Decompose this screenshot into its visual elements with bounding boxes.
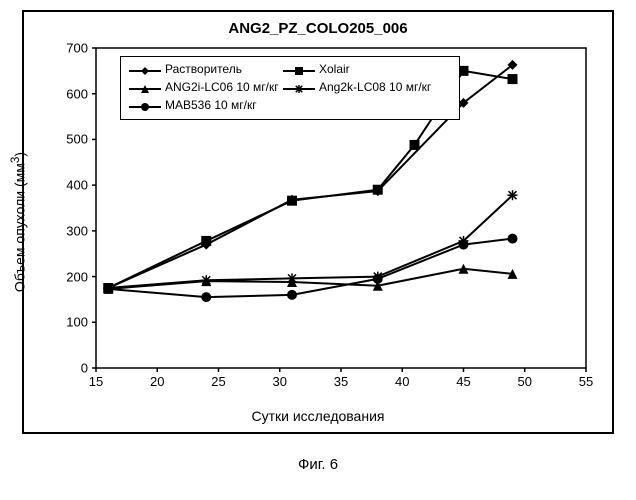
x-tick-label: 35 (334, 374, 348, 389)
x-tick-label: 30 (273, 374, 287, 389)
y-tick-label: 400 (66, 178, 88, 193)
y-axis-label: Объем опухоли (мм3) (9, 152, 28, 292)
legend-marker-icon (129, 83, 161, 95)
x-tick-label: 45 (456, 374, 470, 389)
y-tick-label: 500 (66, 132, 88, 147)
x-tick-label: 25 (211, 374, 225, 389)
legend-label: Xolair (319, 63, 350, 76)
y-tick-label: 700 (66, 41, 88, 56)
legend-row: ANG2i-LC06 10 мг/кг Ang2k-LC08 10 мг/кг (127, 79, 453, 97)
legend-label: MAB536 10 мг/кг (165, 99, 257, 112)
legend-row: Растворитель Xolair (127, 61, 453, 79)
legend-marker-icon (129, 101, 161, 113)
legend-item: ANG2i-LC06 10 мг/кг (127, 79, 281, 97)
y-tick-label: 600 (66, 86, 88, 101)
legend-row: MAB536 10 мг/кг (127, 97, 453, 115)
y-label-unit: (мм3) (11, 152, 27, 187)
legend-label: Ang2k-LC08 10 мг/кг (319, 81, 431, 94)
x-tick-label: 15 (89, 374, 103, 389)
x-axis-label: Сутки исследования (24, 408, 612, 424)
legend-marker-icon (283, 83, 315, 95)
y-tick-label: 300 (66, 223, 88, 238)
figure-caption: Фиг. 6 (0, 456, 636, 473)
legend-box: Растворитель Xolair ANG2i-LC06 10 мг/кг Ang… (120, 56, 460, 120)
chart-panel: ANG2_PZ_COLO205_006 Объем опухоли (мм3) … (22, 10, 614, 434)
legend-label: Растворитель (165, 63, 242, 76)
y-label-text: Объем опухоли (11, 191, 27, 292)
legend-marker-icon (283, 65, 315, 77)
legend-item: MAB536 10 мг/кг (127, 97, 281, 115)
x-tick-label: 20 (150, 374, 164, 389)
x-tick-label: 50 (518, 374, 532, 389)
legend-item: Растворитель (127, 61, 281, 79)
chart-title: ANG2_PZ_COLO205_006 (24, 20, 612, 37)
figure-frame: ANG2_PZ_COLO205_006 Объем опухоли (мм3) … (0, 0, 636, 500)
legend-item: Ang2k-LC08 10 мг/кг (281, 79, 435, 97)
x-tick-label: 55 (579, 374, 593, 389)
y-tick-label: 0 (81, 361, 88, 376)
legend-marker-icon (129, 65, 161, 77)
legend-item (281, 97, 435, 115)
x-tick-label: 40 (395, 374, 409, 389)
legend-item: Xolair (281, 61, 435, 79)
y-tick-label: 200 (66, 269, 88, 284)
y-tick-label: 100 (66, 315, 88, 330)
legend-label: ANG2i-LC06 10 мг/кг (165, 81, 279, 94)
